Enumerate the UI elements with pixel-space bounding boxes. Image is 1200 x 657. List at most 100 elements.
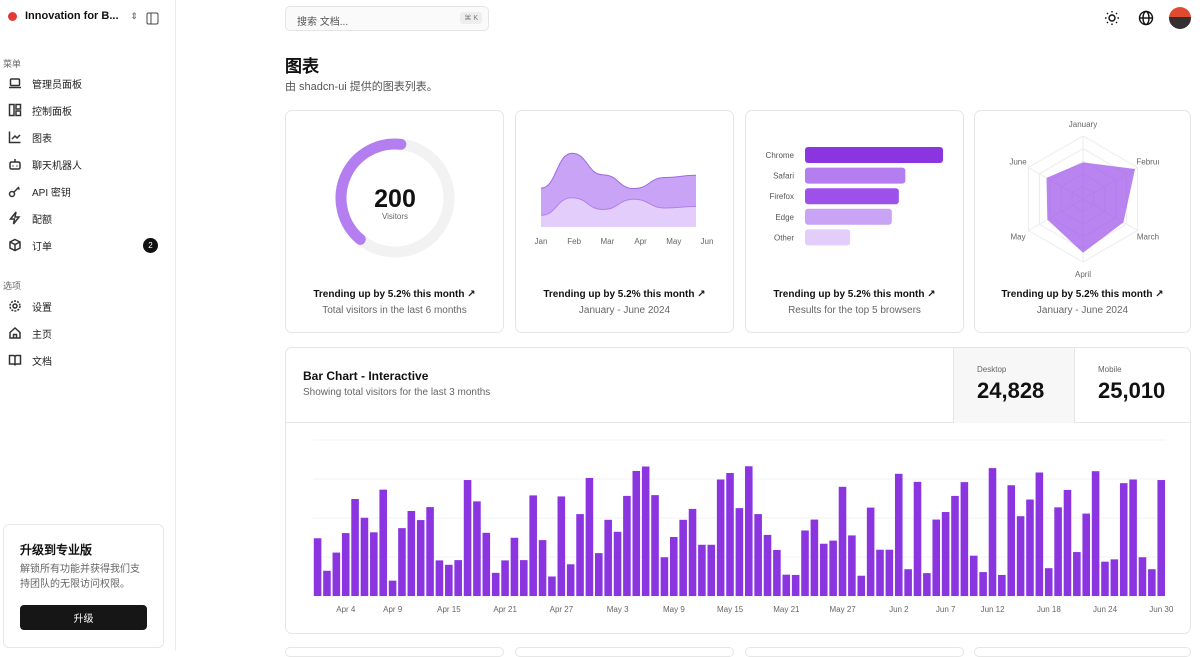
bar-desktop bbox=[904, 569, 912, 596]
trending-up-icon: ↗ bbox=[467, 289, 476, 300]
search-input[interactable]: 搜索 文档... ⌘ K bbox=[285, 6, 489, 31]
sidebar-item-key[interactable]: API 密钥 bbox=[8, 180, 168, 202]
trend-text: Trending up by 5.2% this month bbox=[543, 289, 695, 300]
x-tick-label: May 15 bbox=[717, 605, 744, 614]
bar-desktop bbox=[538, 540, 547, 596]
team-switcher[interactable]: Innovation for B... ⇕ bbox=[8, 10, 138, 22]
mobile-stat-tab[interactable]: Mobile 25,010 bbox=[1074, 348, 1190, 423]
browser-label: Chrome bbox=[766, 151, 795, 160]
sidebar-item-label: 配额 bbox=[32, 214, 52, 226]
x-tick-label: Jun 12 bbox=[981, 605, 1006, 614]
bar-desktop bbox=[1026, 499, 1034, 596]
stat-value: 25,010 bbox=[1098, 378, 1166, 403]
sidebar-item-settings[interactable]: 设置 bbox=[8, 295, 168, 317]
browser-label: Other bbox=[774, 233, 794, 242]
settings-icon bbox=[9, 300, 21, 312]
stat-label: Mobile bbox=[1098, 365, 1122, 374]
sidebar-item-home[interactable]: 主页 bbox=[8, 322, 168, 344]
x-tick-label: May bbox=[666, 237, 681, 246]
bar-desktop bbox=[632, 470, 641, 596]
stat-label: Desktop bbox=[977, 365, 1007, 374]
bar-desktop bbox=[1044, 568, 1053, 596]
radar-label: March bbox=[1137, 233, 1159, 242]
radial-chart-card: 200 Visitors Trending up by 5.2% this mont… bbox=[285, 110, 504, 333]
line-chart-icon bbox=[8, 131, 21, 144]
area-chart-card: Jan Feb Mar Apr May Jun Trending up by 5.2% th… bbox=[515, 110, 734, 333]
bar-desktop bbox=[548, 576, 556, 596]
chart-card bbox=[974, 647, 1191, 657]
key-icon bbox=[8, 186, 21, 198]
section-label-options: 选项 bbox=[3, 281, 22, 291]
laptop-icon bbox=[9, 78, 21, 89]
bar-desktop bbox=[735, 508, 744, 596]
bar-desktop bbox=[998, 574, 1006, 596]
sidebar-item-line-chart[interactable]: 图表 bbox=[8, 126, 168, 148]
bar-desktop bbox=[819, 543, 828, 596]
bar-desktop bbox=[1091, 471, 1100, 596]
bar-desktop bbox=[969, 555, 978, 596]
bar-desktop bbox=[679, 519, 687, 596]
radar-chart-card: January Februı March April May June Trending u… bbox=[974, 110, 1191, 333]
bar-desktop bbox=[491, 572, 500, 596]
bar-desktop bbox=[791, 574, 800, 596]
browser-label: Edge bbox=[775, 213, 794, 222]
browser-bar bbox=[805, 188, 899, 205]
bar-desktop bbox=[669, 536, 678, 596]
bar-desktop bbox=[426, 507, 434, 596]
bar-desktop bbox=[1148, 569, 1156, 596]
bar-desktop bbox=[923, 573, 931, 596]
sidebar-item-book[interactable]: 文档 bbox=[8, 349, 168, 371]
radial-value: 200 bbox=[374, 185, 416, 213]
x-tick-label: Jun 30 bbox=[1149, 605, 1174, 614]
upgrade-title: 升级到专业版 bbox=[20, 543, 93, 557]
bar-desktop bbox=[388, 580, 397, 596]
sidebar-item-layout-dashboard[interactable]: 控制面板 bbox=[8, 99, 168, 121]
upgrade-button[interactable]: 升级 bbox=[20, 605, 147, 630]
section-label-menu: 菜单 bbox=[3, 59, 22, 69]
sidebar-item-label: 管理员面板 bbox=[32, 79, 82, 91]
trending-up-icon: ↗ bbox=[927, 289, 936, 300]
bar-desktop bbox=[979, 572, 987, 596]
order-count-badge: 2 bbox=[143, 238, 158, 253]
sidebar-item-package[interactable]: 订单 2 bbox=[8, 234, 168, 256]
bar-desktop bbox=[1073, 552, 1081, 596]
team-logo bbox=[8, 11, 17, 21]
bar-desktop bbox=[510, 537, 519, 596]
sidebar-item-laptop[interactable]: 管理员面板 bbox=[8, 72, 168, 94]
bar-desktop bbox=[1054, 507, 1062, 596]
bar-desktop bbox=[463, 480, 472, 596]
bar-desktop bbox=[960, 482, 969, 596]
radar-label: Februı bbox=[1136, 158, 1159, 167]
shortcut-hint: ⌘ K bbox=[460, 12, 482, 24]
bar-desktop bbox=[482, 532, 491, 596]
x-tick-label: Feb bbox=[567, 237, 581, 246]
globe-icon[interactable] bbox=[1137, 9, 1155, 27]
chart-card bbox=[515, 647, 734, 657]
bar-desktop bbox=[407, 510, 416, 596]
sidebar-item-label: 聊天机器人 bbox=[32, 160, 82, 172]
sidebar-item-zap[interactable]: 配额 bbox=[8, 207, 168, 229]
user-avatar[interactable] bbox=[1169, 7, 1191, 29]
bar-desktop bbox=[698, 544, 706, 596]
browser-label: Safari bbox=[773, 172, 794, 181]
x-tick-label: Jun 2 bbox=[889, 605, 909, 614]
radar-area bbox=[1046, 162, 1136, 253]
sidebar-item-bot[interactable]: 聊天机器人 bbox=[8, 153, 168, 175]
bar-desktop bbox=[763, 534, 772, 596]
sidebar-toggle-icon[interactable] bbox=[146, 12, 159, 25]
bar-desktop bbox=[1035, 472, 1044, 596]
x-tick-label: Mar bbox=[601, 237, 615, 246]
browser-bar bbox=[805, 147, 943, 163]
sun-icon[interactable] bbox=[1103, 9, 1121, 27]
desktop-stat-tab[interactable]: Desktop 24,828 bbox=[953, 348, 1074, 423]
bar-desktop bbox=[707, 544, 716, 596]
card-description: Results for the top 5 browsers bbox=[788, 305, 921, 316]
x-tick-label: Jun 18 bbox=[1037, 605, 1062, 614]
bar-desktop bbox=[604, 519, 612, 596]
x-tick-label: May 27 bbox=[829, 605, 856, 614]
bar-desktop bbox=[323, 570, 331, 596]
browser-bar bbox=[805, 229, 851, 246]
bar-desktop bbox=[716, 479, 725, 596]
trending-up-icon: ↗ bbox=[697, 289, 706, 300]
area-series-desktop bbox=[541, 153, 696, 216]
